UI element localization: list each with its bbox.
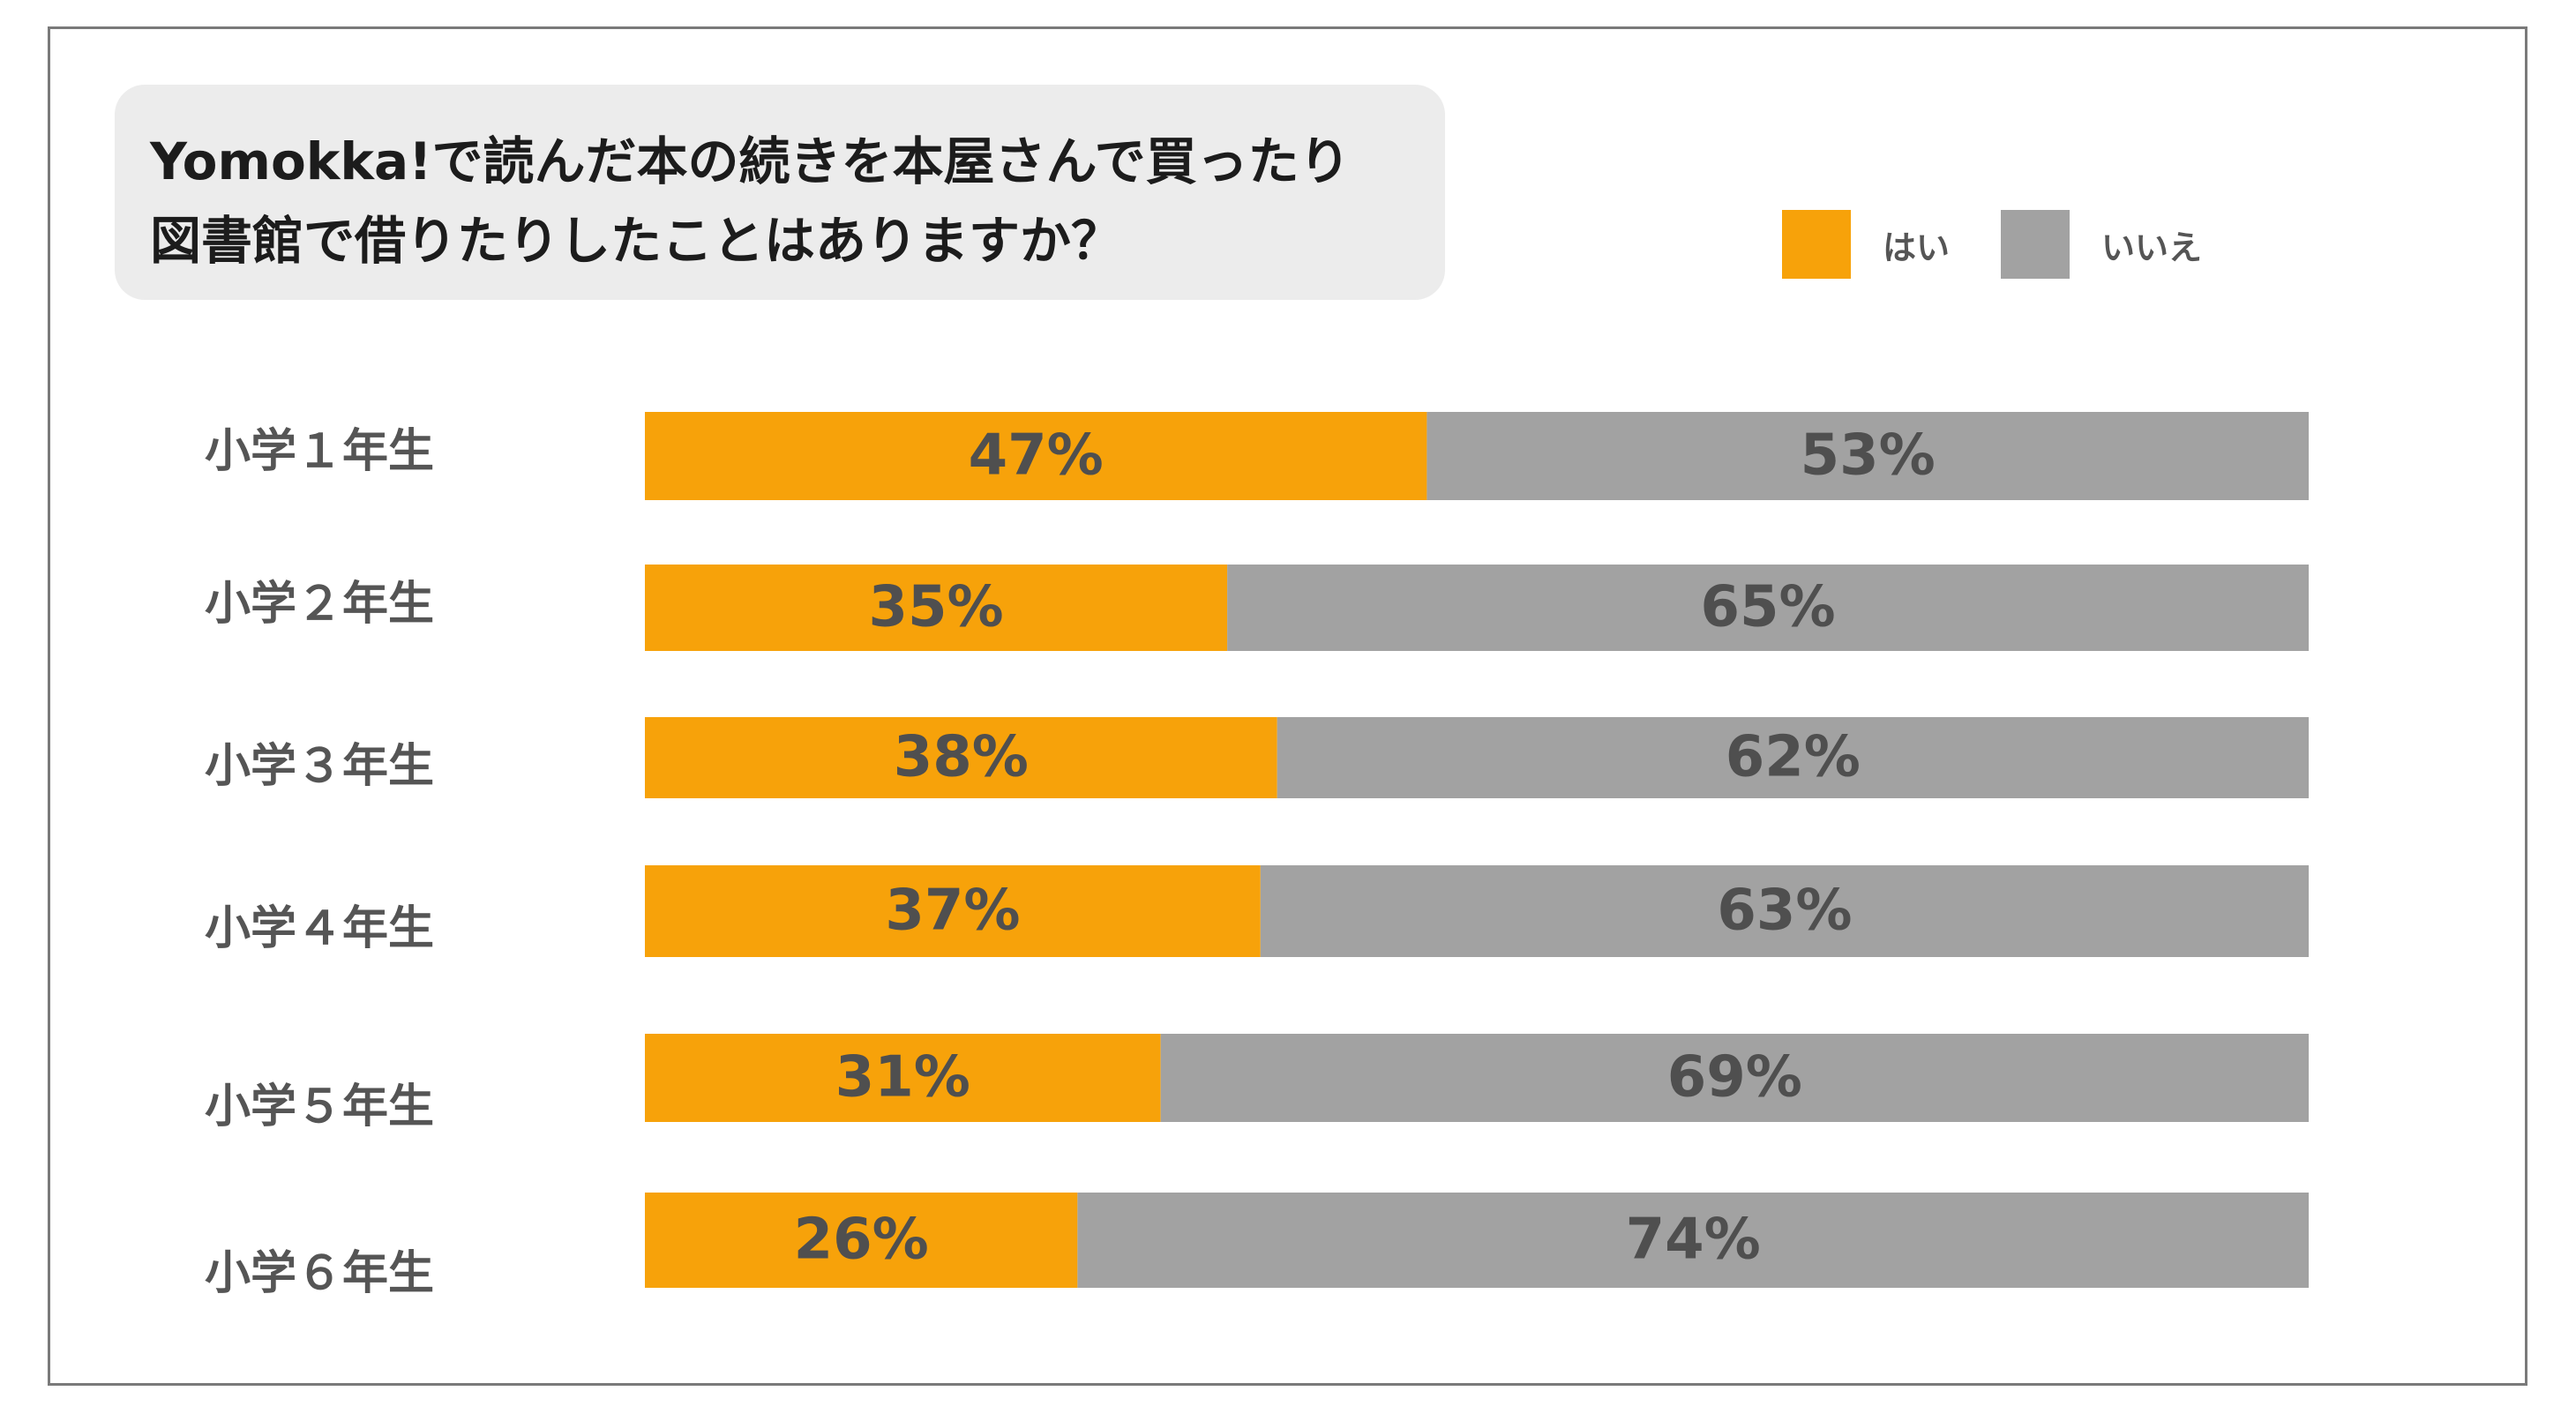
value-label-no: 63% (1717, 879, 1852, 944)
value-label-yes: 37% (885, 879, 1020, 944)
legend-item-yes: はい (1782, 210, 1950, 279)
bar-segment-no (1160, 1034, 2309, 1122)
value-label-yes: 35% (868, 575, 1003, 640)
bar-segment-no (1277, 717, 2309, 798)
category-label: 小学２年生 (205, 578, 434, 631)
value-label-no: 65% (1700, 575, 1835, 640)
value-label-yes: 31% (835, 1045, 970, 1111)
bar-segment-yes (645, 717, 1277, 798)
legend-swatch-no (2001, 210, 2070, 279)
chart-title-box: Yomokka!で読んだ本の続きを本屋さんで買ったり 図書館で借りたりしたことは… (115, 85, 1445, 300)
category-label: 小学３年生 (205, 740, 434, 793)
category-label: 小学５年生 (205, 1081, 434, 1133)
bar-segment-yes (645, 865, 1261, 957)
bar-segment-no (1260, 865, 2309, 957)
chart-title-line-1: Yomokka!で読んだ本の続きを本屋さんで買ったり (150, 131, 1351, 191)
bar-segment-no (1227, 565, 2309, 651)
legend-label-no: いいえ (2101, 228, 2203, 267)
value-label-no: 53% (1801, 423, 1936, 489)
category-label: 小学４年生 (205, 902, 434, 955)
legend-label-yes: はい (1883, 228, 1951, 267)
value-label-no: 69% (1667, 1045, 1802, 1111)
bar-segment-yes (645, 565, 1228, 651)
value-label-yes: 47% (969, 423, 1104, 489)
bar-segment-yes (645, 1193, 1078, 1288)
bar-segment-no (1077, 1193, 2309, 1288)
chart-title-line-2: 図書館で借りたりしたことはありますか？ (150, 211, 1123, 271)
bar-segment-yes (645, 412, 1427, 500)
legend-swatch-yes (1782, 210, 1851, 279)
legend-item-no: いいえ (2001, 210, 2202, 279)
value-label-yes: 38% (894, 725, 1029, 790)
value-label-no: 74% (1626, 1208, 1761, 1273)
category-label: 小学６年生 (205, 1247, 434, 1300)
value-label-no: 62% (1726, 725, 1861, 790)
bar-segment-yes (645, 1034, 1161, 1122)
value-label-yes: 26% (794, 1208, 929, 1273)
bar-segment-no (1427, 412, 2309, 500)
category-label: 小学１年生 (205, 425, 434, 478)
